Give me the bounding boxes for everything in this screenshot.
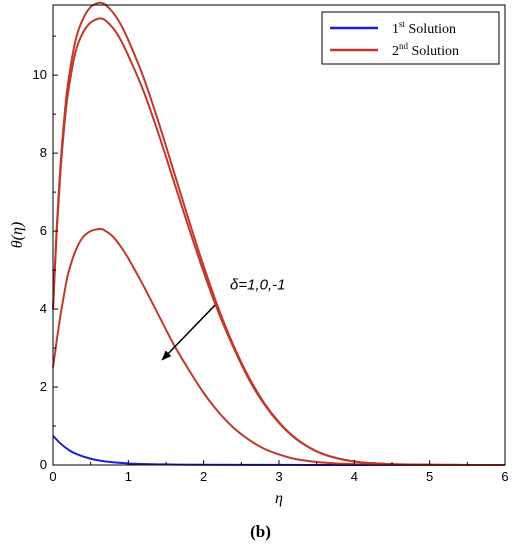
x-axis-label: η [275, 490, 283, 507]
annotation-arrow-1 [161, 304, 216, 361]
series-line-3 [52, 17, 506, 466]
plot-frame [52, 4, 506, 466]
y-tick-label: 6 [40, 223, 47, 238]
y-tick-label: 0 [40, 457, 47, 472]
legend-label-2: 2nd Solution [392, 41, 459, 59]
y-tick-label: 4 [40, 301, 47, 316]
x-tick-label: 4 [351, 469, 358, 484]
series-layer [52, 1, 506, 466]
legend-label-1: 1st Solution [392, 19, 456, 37]
x-tick-label: 3 [275, 469, 282, 484]
series-line-4 [52, 227, 506, 466]
x-tick-label: 0 [49, 469, 56, 484]
x-tick-label: 5 [426, 469, 433, 484]
x-tick-label: 6 [501, 469, 508, 484]
y-tick-label: 10 [33, 67, 47, 82]
panel-label-text: (b) [250, 522, 271, 541]
annotation-label-1: δ=1,0,-1 [230, 277, 285, 294]
x-tick-label: 2 [200, 469, 207, 484]
legend: 1st Solution 2nd Solution [321, 11, 500, 65]
annotation-layer: δ=1,0,-1 [161, 277, 285, 361]
ticks-layer: 0 1 2 3 4 5 6 0 2 4 6 8 10 [33, 35, 509, 484]
y-tick-label: 8 [40, 145, 47, 160]
series-line-2 [52, 1, 506, 466]
panel-label: (b) [0, 522, 521, 542]
y-tick-label: 2 [40, 379, 47, 394]
y-axis-label: θ(η) [9, 222, 26, 248]
x-tick-label: 1 [125, 469, 132, 484]
legend-box [321, 11, 500, 65]
